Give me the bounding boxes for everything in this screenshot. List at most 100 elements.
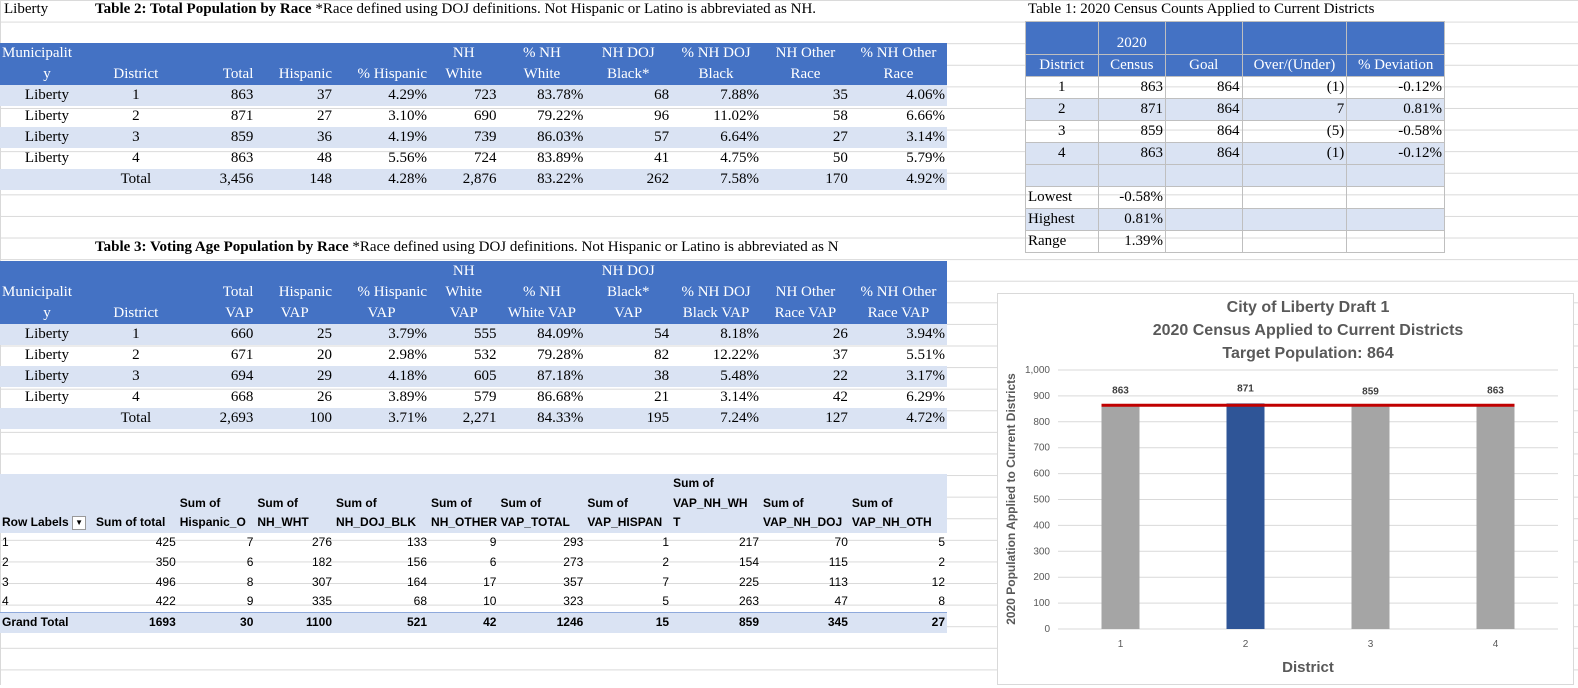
- pivot-cell[interactable]: 2: [662, 554, 670, 569]
- pivot-total-cell[interactable]: 1100: [255, 611, 335, 633]
- table-cell[interactable]: 864: [1164, 142, 1243, 165]
- empty-cell[interactable]: [1241, 230, 1348, 253]
- empty-cell[interactable]: [1164, 186, 1243, 209]
- pv-hdr-nhwht-2[interactable]: NH_WHT: [255, 513, 335, 534]
- pivot-total-cell[interactable]: 1693: [93, 611, 178, 633]
- table-cell[interactable]: 79.28%: [537, 347, 584, 363]
- hdr-nh-doj-black[interactable]: NH DOJ: [585, 43, 672, 64]
- hdr-district[interactable]: District: [93, 64, 178, 85]
- table-cell[interactable]: 1: [93, 85, 178, 106]
- pv-hdr-vapnhdoj-2[interactable]: VAP_NH_DOJ: [761, 513, 850, 534]
- pv-hdr-hisp-2[interactable]: Hispanic_O: [177, 513, 256, 534]
- total-cell[interactable]: 2,876: [429, 169, 499, 190]
- table-cell[interactable]: 694: [177, 366, 256, 387]
- pivot-cell[interactable]: 273: [563, 554, 584, 569]
- pivot-cell[interactable]: 425: [155, 535, 176, 550]
- table-cell[interactable]: 26: [317, 389, 333, 405]
- table-cell[interactable]: 4.75%: [720, 150, 759, 166]
- pivot-total-cell[interactable]: 15: [585, 611, 672, 633]
- table-cell[interactable]: (1): [1241, 76, 1348, 99]
- hdr1-district[interactable]: District: [1025, 54, 1099, 77]
- hdr-pct-nh-white-cont[interactable]: White: [498, 64, 586, 85]
- table-cell[interactable]: 871: [1097, 98, 1166, 121]
- hdr3-pct-black-vap[interactable]: Black VAP: [671, 303, 761, 324]
- pv-hdr-vaptotal-1[interactable]: Sum of: [498, 493, 586, 514]
- pivot-cell[interactable]: 5: [938, 535, 945, 550]
- total-cell[interactable]: 4.92%: [849, 169, 947, 190]
- pivot-cell[interactable]: 156: [407, 554, 428, 569]
- hdr-pct-nh-doj-black[interactable]: % NH DOJ: [671, 43, 761, 64]
- total-cell[interactable]: 170: [761, 169, 850, 190]
- pivot-cell[interactable]: 293: [563, 535, 584, 550]
- filter-dropdown-icon[interactable]: ▼: [72, 516, 87, 531]
- table-cell[interactable]: 41: [654, 150, 670, 166]
- table-cell[interactable]: 42: [832, 389, 848, 405]
- total-cell[interactable]: 7.24%: [671, 408, 761, 429]
- pivot-cell[interactable]: 217: [738, 535, 759, 550]
- pv-hdr-vapnhwh-3[interactable]: T: [671, 513, 761, 534]
- bar-district-1[interactable]: [1101, 405, 1140, 629]
- table-cell[interactable]: Liberty: [24, 347, 70, 363]
- hdr3-pct-hispanic-vap[interactable]: VAP: [334, 303, 430, 324]
- total-cell[interactable]: 4.28%: [334, 169, 430, 190]
- table-cell[interactable]: 864: [1164, 98, 1243, 121]
- stat-label[interactable]: Lowest: [1025, 186, 1099, 209]
- table-cell[interactable]: 605: [429, 366, 499, 387]
- pivot-cell[interactable]: 17: [483, 574, 497, 589]
- empty-cell[interactable]: [1346, 230, 1445, 253]
- hdr-pct-nh-white[interactable]: % NH: [498, 43, 586, 64]
- pv-hdr-vapnhoth-2[interactable]: VAP_NH_OTH: [849, 513, 947, 534]
- table-cell[interactable]: 0.81%: [1346, 98, 1445, 121]
- table-cell[interactable]: 739: [429, 127, 499, 148]
- table-cell[interactable]: 86.68%: [537, 389, 584, 405]
- stat-label[interactable]: Highest: [1025, 208, 1099, 231]
- table-cell[interactable]: 3.14%: [720, 389, 759, 405]
- total-cell[interactable]: 195: [585, 408, 672, 429]
- pivot-cell[interactable]: 133: [407, 535, 428, 550]
- table-cell[interactable]: 54: [585, 324, 672, 345]
- table-cell[interactable]: 532: [473, 347, 497, 363]
- pivot-total-cell[interactable]: 1246: [498, 611, 586, 633]
- hdr3-pct-white-vap[interactable]: White VAP: [498, 303, 586, 324]
- table-cell[interactable]: 68: [585, 85, 672, 106]
- table-cell[interactable]: 96: [654, 108, 670, 124]
- table-cell[interactable]: Liberty: [24, 150, 70, 166]
- table-cell[interactable]: 3: [93, 127, 178, 148]
- hdr3-nh-doj[interactable]: NH DOJ: [585, 261, 672, 282]
- stat-value[interactable]: 0.81%: [1097, 208, 1166, 231]
- table-cell[interactable]: 50: [832, 150, 848, 166]
- table-cell[interactable]: 29: [255, 366, 335, 387]
- empty-cell[interactable]: [1241, 186, 1348, 209]
- pivot-total-cell[interactable]: 859: [671, 611, 761, 633]
- empty-cell[interactable]: [1346, 186, 1445, 209]
- table-cell[interactable]: 4: [1025, 142, 1099, 165]
- table-cell[interactable]: 84.09%: [498, 324, 586, 345]
- total-cell[interactable]: Total: [93, 408, 178, 429]
- table-cell[interactable]: Liberty: [24, 108, 70, 124]
- table-cell[interactable]: Liberty: [0, 324, 94, 345]
- pv-hdr-vapnhdoj-1[interactable]: Sum of: [761, 493, 850, 514]
- table-cell[interactable]: 863: [230, 150, 254, 166]
- table-cell[interactable]: 83.78%: [498, 85, 586, 106]
- table-cell[interactable]: Liberty: [0, 366, 94, 387]
- pivot-cell[interactable]: 7: [662, 574, 670, 589]
- table-cell[interactable]: 5.79%: [906, 150, 945, 166]
- hdr3-other-race-vap[interactable]: Race VAP: [761, 303, 850, 324]
- table-cell[interactable]: Liberty: [0, 85, 94, 106]
- table-cell[interactable]: 863: [1097, 142, 1166, 165]
- pivot-cell[interactable]: 9: [489, 535, 497, 550]
- table-cell[interactable]: 25: [255, 324, 335, 345]
- hdr-pct-nh-other[interactable]: % NH Other: [849, 43, 947, 64]
- table-cell[interactable]: 6.66%: [906, 108, 945, 124]
- table-cell[interactable]: 863: [1097, 76, 1166, 99]
- pivot-cell[interactable]: 164: [407, 574, 428, 589]
- hdr-hispanic[interactable]: Hispanic: [255, 64, 335, 85]
- pivot-cell[interactable]: 2: [2, 554, 9, 569]
- pivot-cell[interactable]: 6: [489, 554, 497, 569]
- empty-cell[interactable]: [1346, 208, 1445, 231]
- pivot-cell[interactable]: 70: [834, 535, 848, 550]
- table-cell[interactable]: 3.79%: [334, 324, 430, 345]
- hdr3-hispanic-vap[interactable]: VAP: [255, 303, 335, 324]
- hdr3-pct-nh-doj[interactable]: % NH DOJ: [671, 282, 761, 303]
- pv-hdr-vaphisp-2[interactable]: VAP_HISPAN: [585, 513, 672, 534]
